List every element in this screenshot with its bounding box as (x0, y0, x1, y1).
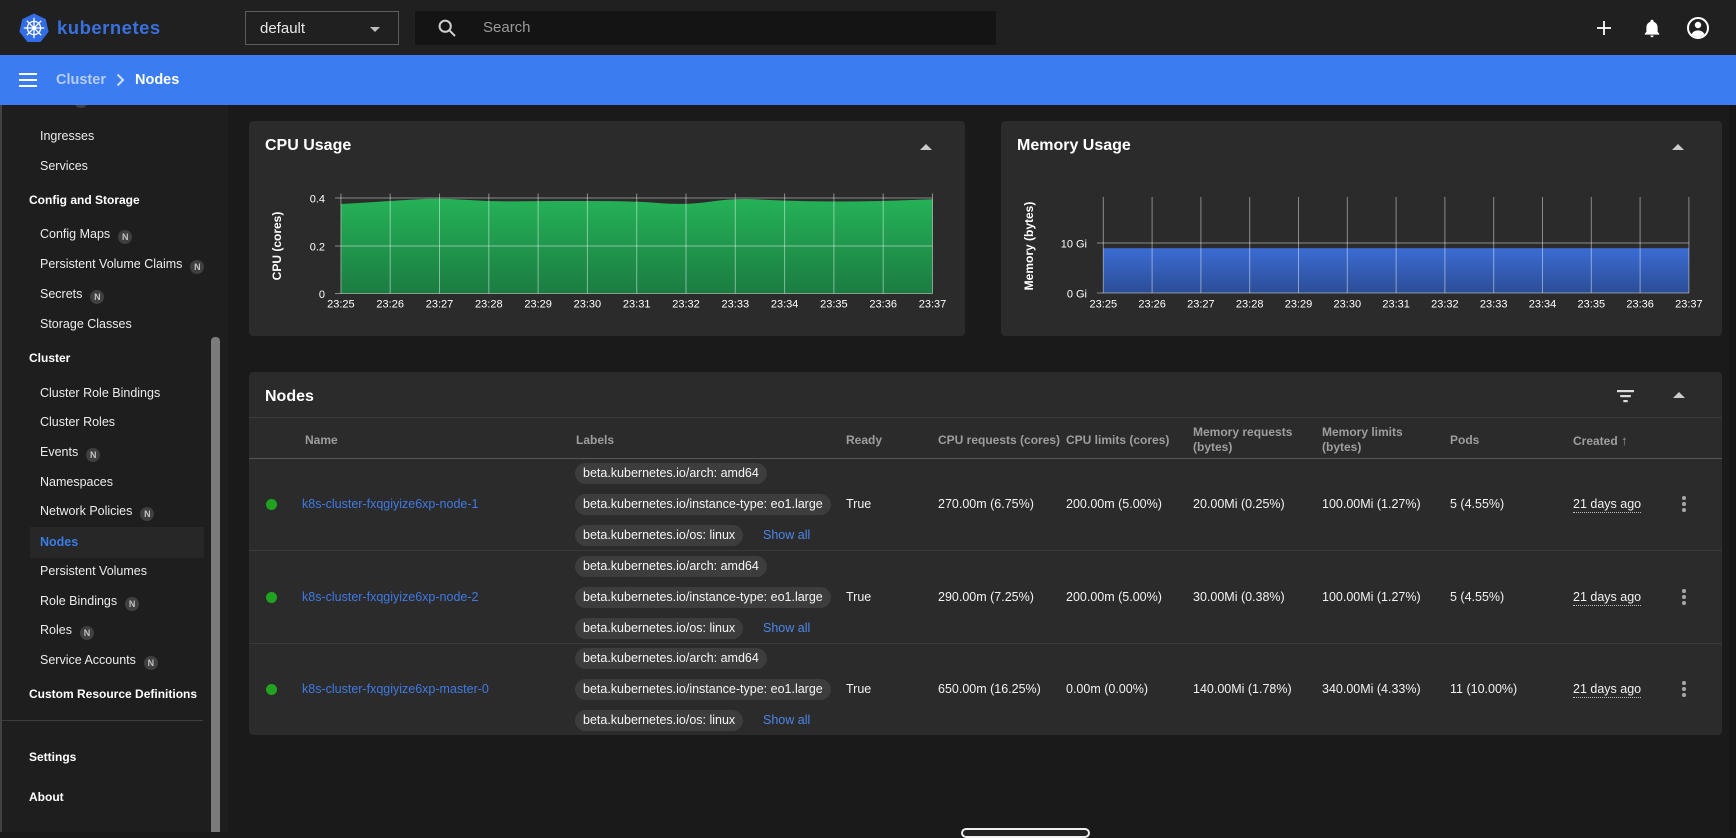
svg-text:23:29: 23:29 (1285, 299, 1313, 311)
svg-text:23:30: 23:30 (1334, 299, 1362, 311)
svg-text:CPU (cores): CPU (cores) (270, 212, 284, 281)
svg-text:23:33: 23:33 (722, 299, 750, 311)
svg-text:23:32: 23:32 (1431, 299, 1459, 311)
svg-text:23:27: 23:27 (1187, 299, 1215, 311)
svg-text:23:32: 23:32 (672, 299, 700, 311)
svg-text:0: 0 (319, 289, 325, 301)
svg-text:23:37: 23:37 (1675, 299, 1703, 311)
svg-text:0 Gi: 0 Gi (1067, 289, 1087, 301)
svg-text:0.2: 0.2 (310, 242, 325, 254)
svg-text:23:36: 23:36 (1626, 299, 1654, 311)
svg-text:23:29: 23:29 (524, 299, 552, 311)
svg-text:23:30: 23:30 (574, 299, 602, 311)
svg-text:23:27: 23:27 (426, 299, 454, 311)
svg-text:23:31: 23:31 (623, 299, 651, 311)
svg-text:23:26: 23:26 (1138, 299, 1166, 311)
svg-text:23:35: 23:35 (820, 299, 848, 311)
svg-text:23:26: 23:26 (376, 299, 404, 311)
svg-text:23:31: 23:31 (1382, 299, 1410, 311)
svg-text:0.4: 0.4 (310, 194, 325, 206)
svg-text:10 Gi: 10 Gi (1061, 239, 1087, 251)
svg-text:23:28: 23:28 (475, 299, 503, 311)
svg-text:23:33: 23:33 (1480, 299, 1508, 311)
svg-text:23:34: 23:34 (771, 299, 799, 311)
svg-text:23:35: 23:35 (1578, 299, 1606, 311)
svg-text:Memory (bytes): Memory (bytes) (1022, 202, 1036, 291)
svg-text:23:25: 23:25 (1090, 299, 1118, 311)
svg-text:23:34: 23:34 (1529, 299, 1557, 311)
svg-text:23:37: 23:37 (919, 299, 947, 311)
svg-text:23:25: 23:25 (327, 299, 355, 311)
svg-text:23:28: 23:28 (1236, 299, 1264, 311)
svg-text:23:36: 23:36 (869, 299, 897, 311)
